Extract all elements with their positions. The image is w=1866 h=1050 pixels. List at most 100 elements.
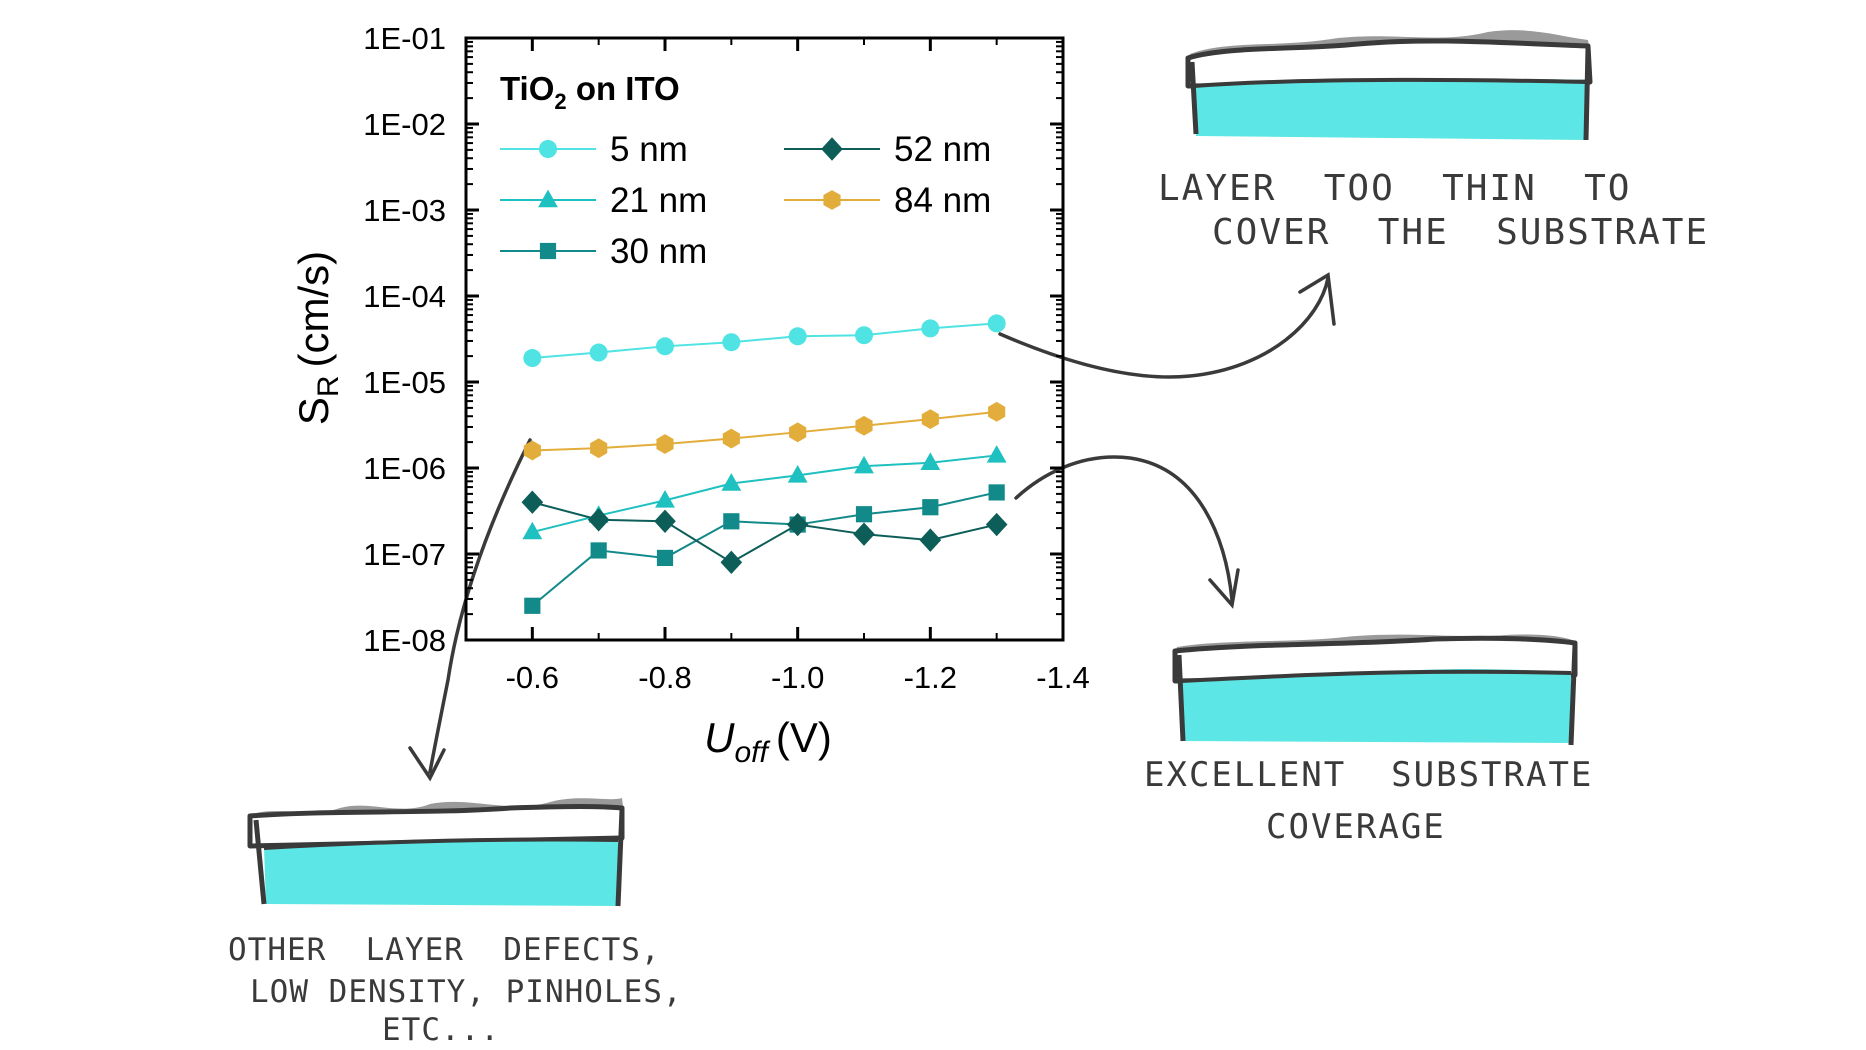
data-point-84-nm <box>855 415 873 436</box>
legend-marker-21-nm <box>538 189 558 208</box>
legend-marker-30-nm <box>539 242 557 260</box>
legend: 5 nm 21 nm 30 nm 52 nm 84 nm <box>500 130 991 271</box>
data-point-52-nm <box>919 528 942 552</box>
annotation-defects-line-3: ETC... <box>382 1012 500 1048</box>
data-point-30-nm <box>723 513 740 530</box>
y-axis-label-unit: (cm/s) <box>290 251 337 368</box>
ticks-layer: 1E-08 1E-07 1E-06 1E-05 1E-04 1E-03 1E-02 1E-01… <box>363 21 1089 695</box>
annotation-defects-line-1: OTHER LAYER DEFECTS, <box>228 932 661 968</box>
legend-label-5-nm: 5 nm <box>610 130 688 169</box>
x-axis-label-unit: (V) <box>776 714 832 761</box>
arrow-to-defects <box>408 438 532 782</box>
series-line-84-nm <box>532 410 997 452</box>
legend-label-21-nm: 21 nm <box>610 181 707 220</box>
series-line-5-nm <box>532 322 997 360</box>
data-point-52-nm <box>985 512 1008 537</box>
data-point-30-nm <box>922 499 939 516</box>
annotation-thin-line-1: LAYER TOO THIN TO <box>1158 168 1631 209</box>
annotation-coverage: EXCELLENT SUBSTRATE COVERAGE <box>1144 755 1593 847</box>
series-line-52-nm <box>532 501 997 564</box>
data-point-84-nm <box>722 428 740 449</box>
data-point-52-nm <box>720 550 743 575</box>
data-point-30-nm <box>656 549 674 567</box>
legend-marker-52-nm <box>821 137 843 161</box>
data-point-30-nm <box>524 597 541 614</box>
sketch-full-coverage <box>1172 634 1578 746</box>
data-point-30-nm <box>590 542 607 559</box>
chart-title-subscript: 2 <box>554 89 566 114</box>
plot-frame <box>464 36 1065 642</box>
y-tick-label: 1E-07 <box>363 537 446 572</box>
data-point-84-nm <box>523 440 541 461</box>
sketch-defective-layer <box>247 798 625 907</box>
data-point-5-nm <box>788 327 807 346</box>
data-point-5-nm <box>921 319 940 338</box>
y-tick-label: 1E-02 <box>363 107 446 142</box>
x-axis-label-main: U <box>704 714 735 761</box>
annotation-coverage-line-2: COVERAGE <box>1266 807 1446 847</box>
data-point-5-nm <box>589 343 608 362</box>
data-point-84-nm <box>656 434 674 454</box>
x-axis-label-sub: off <box>734 736 770 769</box>
data-point-52-nm <box>521 490 544 514</box>
data-point-84-nm <box>988 401 1006 422</box>
y-tick-label: 1E-08 <box>363 623 446 658</box>
series-line-30-nm <box>531 491 997 607</box>
x-tick-label: -1.2 <box>904 660 957 695</box>
legend-label-84-nm: 84 nm <box>894 181 991 220</box>
data-point-52-nm <box>786 512 809 537</box>
annotation-defects: OTHER LAYER DEFECTS, LOW DENSITY, PINHOL… <box>228 932 683 1048</box>
data-point-21-nm <box>655 490 675 508</box>
annotation-coverage-line-1: EXCELLENT SUBSTRATE <box>1144 755 1593 795</box>
data-point-21-nm <box>787 465 808 483</box>
data-point-5-nm <box>722 333 741 352</box>
data-point-21-nm <box>854 455 874 474</box>
chart-title-prefix: TiO <box>500 70 554 107</box>
data-point-30-nm <box>988 484 1005 501</box>
data-point-21-nm <box>522 521 543 540</box>
legend-label-52-nm: 52 nm <box>894 130 991 169</box>
y-tick-label: 1E-05 <box>363 365 446 400</box>
y-tick-label: 1E-04 <box>363 279 446 314</box>
data-point-5-nm <box>523 349 542 368</box>
data-point-5-nm <box>656 337 674 356</box>
legend-marker-5-nm <box>539 140 557 158</box>
annotation-defects-line-2: LOW DENSITY, PINHOLES, <box>250 974 683 1010</box>
x-tick-label: -1.4 <box>1036 660 1089 695</box>
x-tick-label: -1.0 <box>771 660 824 695</box>
data-point-52-nm <box>587 508 610 532</box>
data-point-5-nm <box>987 314 1006 333</box>
series-line-21-nm <box>532 454 997 534</box>
legend-marker-84-nm <box>823 190 841 210</box>
y-axis-label-main: S <box>290 397 337 425</box>
data-point-84-nm <box>590 438 608 459</box>
data-point-84-nm <box>789 422 807 443</box>
data-point-5-nm <box>855 326 873 345</box>
annotation-thin: LAYER TOO THIN TO COVER THE SUBSTRATE <box>1158 168 1709 253</box>
legend-label-30-nm: 30 nm <box>610 232 707 271</box>
y-axis-label: SR (cm/s) <box>290 251 345 425</box>
data-point-84-nm <box>921 409 939 430</box>
series-layer <box>521 314 1008 614</box>
arrow-to-thin-layer <box>998 272 1336 379</box>
chart-title: TiO2 on ITO <box>500 70 680 114</box>
chart-title-suffix: on ITO <box>567 70 680 107</box>
x-tick-label: -0.8 <box>638 660 691 695</box>
x-axis-label: Uoff (V) <box>704 714 832 769</box>
arrow-to-coverage <box>1014 455 1240 609</box>
y-tick-label: 1E-06 <box>363 451 446 486</box>
data-point-21-nm <box>986 445 1007 463</box>
y-tick-label: 1E-01 <box>363 21 446 56</box>
data-point-52-nm <box>654 509 676 534</box>
data-point-52-nm <box>853 522 875 546</box>
data-point-30-nm <box>855 506 873 523</box>
y-axis-label-sub: R <box>312 375 345 397</box>
data-point-21-nm <box>721 473 742 491</box>
annotation-thin-line-2: COVER THE SUBSTRATE <box>1212 212 1709 253</box>
sketch-thin-layer <box>1185 30 1593 141</box>
plot-frame-layer <box>464 36 1065 642</box>
x-tick-label: -0.6 <box>506 660 559 695</box>
y-tick-label: 1E-03 <box>363 193 446 228</box>
sr-vs-uoff-chart: 1E-08 1E-07 1E-06 1E-05 1E-04 1E-03 1E-02 1E-01… <box>290 21 1090 769</box>
